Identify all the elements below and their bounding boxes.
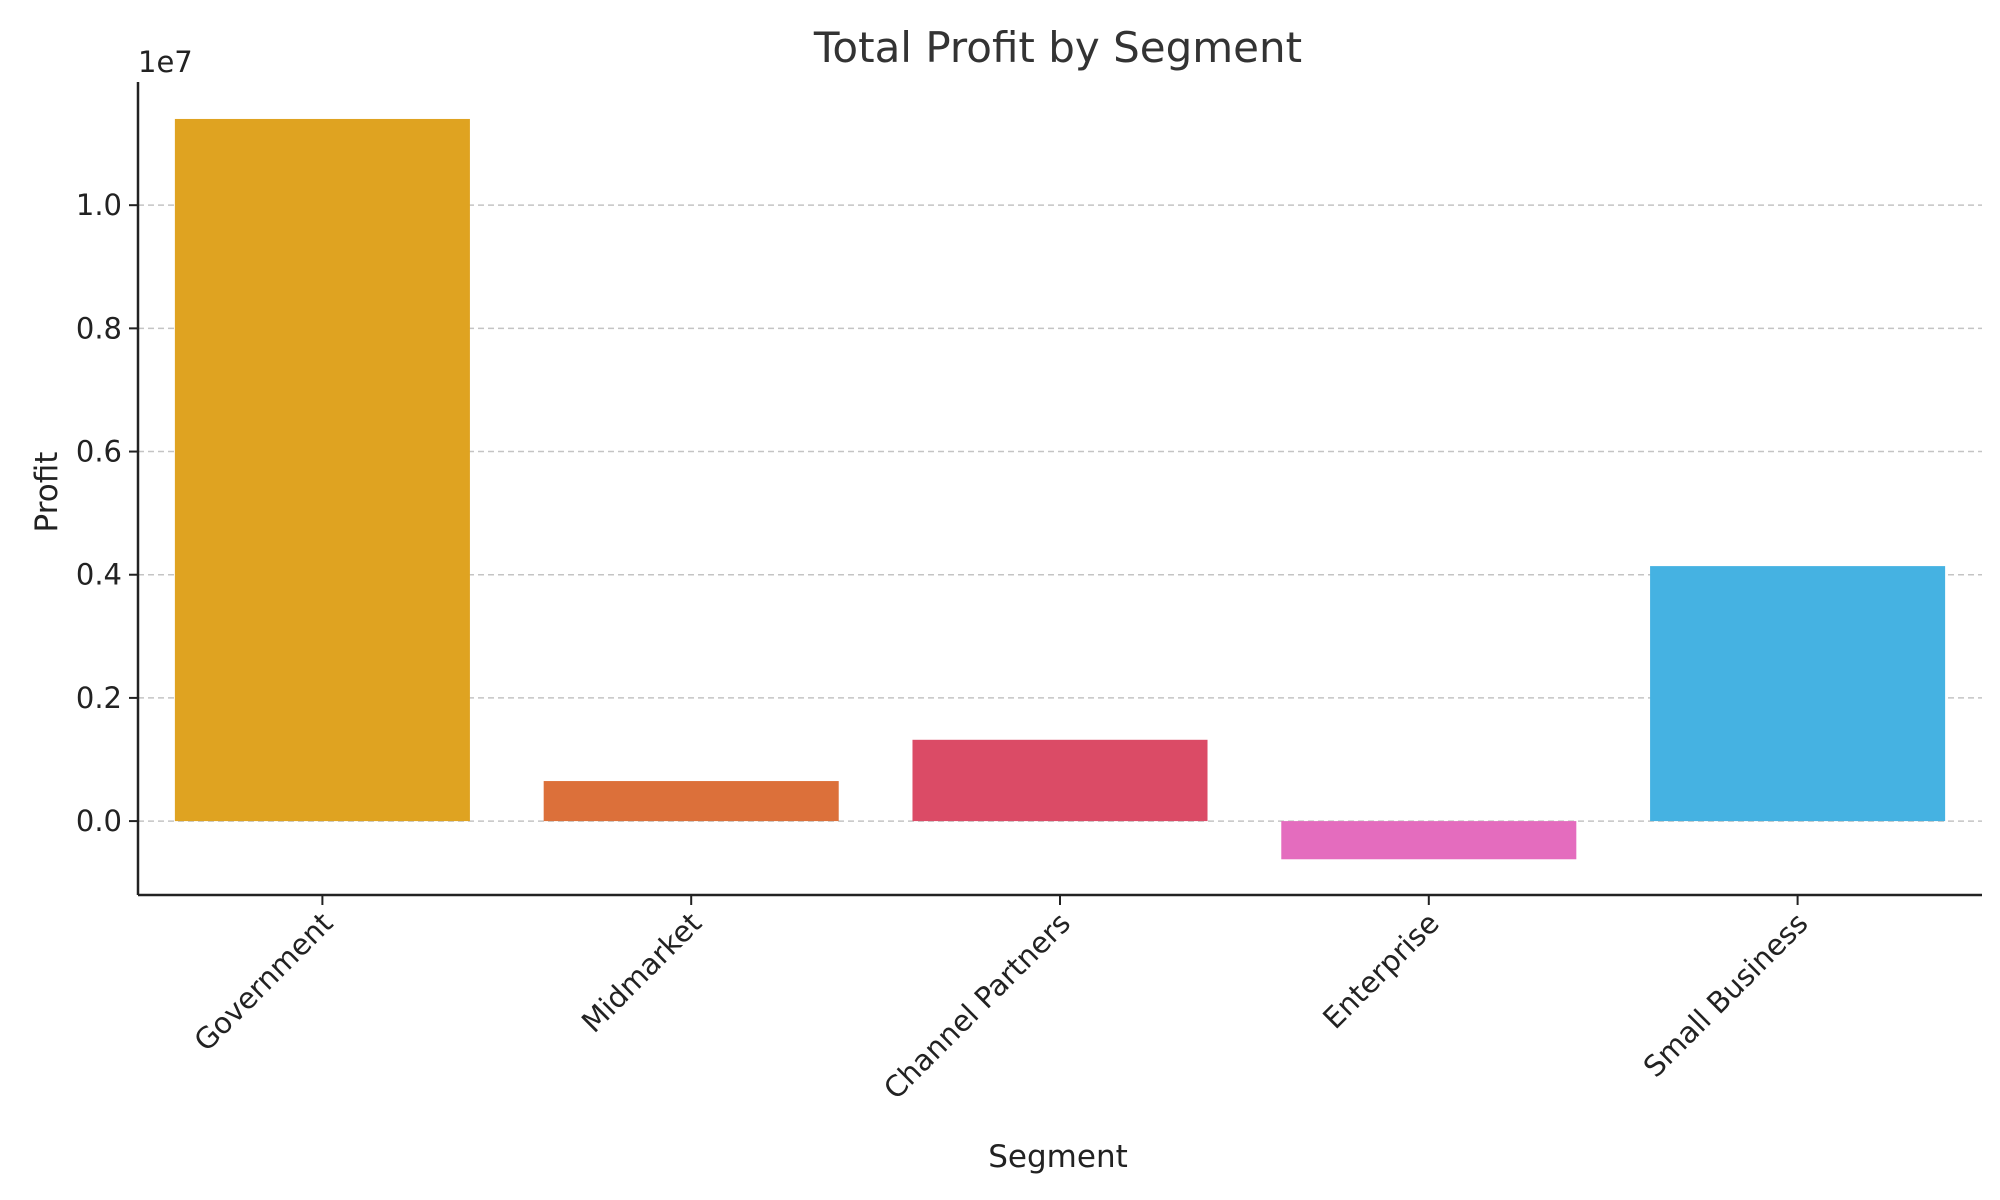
bar-midmarket: [543, 781, 839, 822]
y-axis-label: Profit: [29, 452, 65, 533]
y-tick-label: 0.8: [76, 311, 122, 345]
y-tick-label: 0.2: [76, 681, 122, 715]
bar-government: [174, 118, 470, 822]
y-tick-label: 0.6: [76, 435, 122, 469]
x-axis-label: Segment: [988, 1139, 1128, 1175]
x-tick-label: Channel Partners: [877, 906, 1077, 1106]
y-tick-label: 0.0: [76, 804, 122, 838]
bar-enterprise: [1281, 821, 1577, 860]
y-tick-label: 1.0: [76, 188, 122, 222]
bars: [174, 118, 1946, 860]
bar-channel-partners: [912, 739, 1208, 822]
y-tick-label: 0.4: [76, 558, 122, 592]
x-tick-label: Enterprise: [1316, 906, 1446, 1036]
bar-small-business: [1650, 566, 1946, 822]
x-tick-label: Midmarket: [575, 906, 708, 1039]
x-tick-label: Small Business: [1637, 906, 1815, 1084]
y-axis-offset-label: 1e7: [138, 45, 193, 79]
x-tick-label: Government: [187, 906, 339, 1058]
chart-title: Total Profit by Segment: [813, 23, 1302, 72]
